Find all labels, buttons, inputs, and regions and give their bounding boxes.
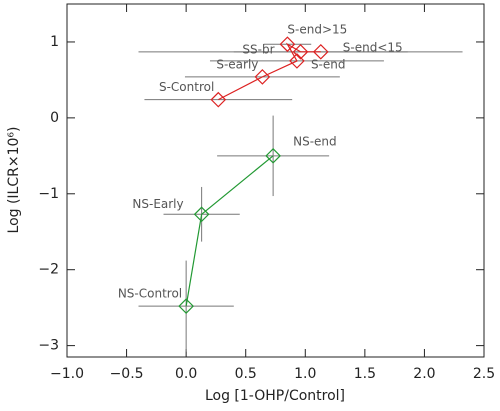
point-label: NS-Early	[132, 197, 183, 211]
point	[210, 91, 227, 108]
series-line	[218, 42, 321, 101]
point-label: S-end>15	[287, 23, 347, 37]
point	[312, 43, 329, 60]
y-tick-label: −1	[38, 186, 59, 202]
x-tick-label: 2.5	[473, 366, 495, 382]
point	[265, 147, 281, 164]
point-label: S-Control	[159, 80, 214, 94]
point	[279, 36, 296, 53]
x-axis-label: Log [1-OHP/Control]	[205, 388, 345, 404]
y-tick-label: −2	[38, 262, 59, 278]
point	[178, 298, 194, 314]
point-label: SS-br	[242, 42, 274, 56]
y-tick-label: −3	[38, 338, 59, 354]
y-tick-label: 1	[50, 34, 59, 50]
point	[193, 206, 210, 223]
point	[292, 43, 309, 60]
series-line	[185, 155, 274, 307]
point-label: S-end<15	[343, 40, 403, 54]
x-tick-label: 1.5	[354, 366, 376, 382]
x-tick-label: 1.0	[294, 366, 316, 382]
x-tick-label: −1.0	[50, 366, 84, 382]
point-label: NS-Control	[118, 287, 182, 301]
y-tick-label: 0	[50, 110, 59, 126]
y-axis-label: Log (ILCR×10⁶)	[6, 127, 22, 234]
point-label: NS-end	[293, 134, 337, 148]
point	[289, 53, 305, 69]
point-label: S-early	[216, 57, 258, 71]
point-label: S-end	[311, 57, 346, 71]
x-tick-label: −0.5	[110, 366, 144, 382]
point	[254, 69, 271, 85]
x-tick-label: 0.5	[235, 366, 257, 382]
x-tick-label: 0.0	[175, 366, 197, 382]
x-tick-label: 2.0	[413, 366, 435, 382]
plot-frame	[66, 3, 485, 358]
